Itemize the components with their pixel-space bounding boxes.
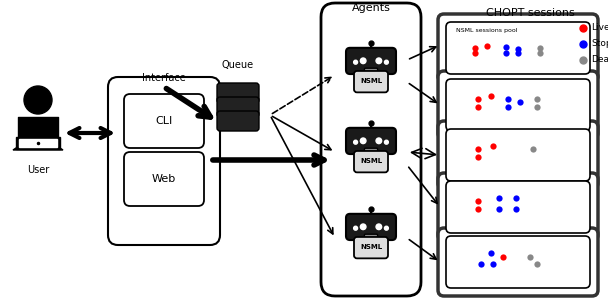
Text: Web: Web — [152, 174, 176, 184]
FancyBboxPatch shape — [217, 97, 259, 117]
FancyBboxPatch shape — [438, 71, 598, 139]
Polygon shape — [19, 139, 57, 147]
FancyBboxPatch shape — [124, 94, 204, 148]
Text: NSML: NSML — [360, 158, 382, 164]
Circle shape — [352, 139, 359, 146]
Circle shape — [383, 139, 390, 146]
Text: User: User — [27, 165, 49, 175]
FancyBboxPatch shape — [354, 71, 388, 92]
Text: Interface: Interface — [142, 73, 186, 83]
FancyBboxPatch shape — [364, 68, 378, 75]
FancyBboxPatch shape — [446, 181, 590, 233]
Text: NSML sessions pool: NSML sessions pool — [456, 28, 517, 33]
FancyBboxPatch shape — [217, 83, 259, 103]
FancyBboxPatch shape — [108, 77, 220, 245]
Text: Stop: Stop — [591, 40, 608, 49]
FancyBboxPatch shape — [364, 234, 378, 241]
Text: Live: Live — [591, 23, 608, 32]
Circle shape — [361, 224, 366, 230]
FancyBboxPatch shape — [446, 236, 590, 288]
FancyBboxPatch shape — [217, 111, 259, 131]
FancyBboxPatch shape — [446, 129, 590, 181]
FancyBboxPatch shape — [446, 79, 590, 131]
FancyBboxPatch shape — [438, 121, 598, 189]
FancyBboxPatch shape — [446, 22, 590, 74]
FancyBboxPatch shape — [346, 214, 396, 240]
FancyBboxPatch shape — [354, 151, 388, 172]
Text: NSML: NSML — [360, 78, 382, 84]
Circle shape — [352, 225, 359, 232]
Circle shape — [376, 58, 382, 64]
FancyBboxPatch shape — [346, 128, 396, 154]
Text: Dead: Dead — [591, 56, 608, 64]
Circle shape — [384, 60, 389, 64]
FancyBboxPatch shape — [438, 14, 598, 82]
Circle shape — [354, 226, 358, 230]
Circle shape — [24, 86, 52, 114]
FancyBboxPatch shape — [438, 173, 598, 241]
FancyBboxPatch shape — [438, 228, 598, 296]
Circle shape — [383, 59, 390, 66]
Polygon shape — [16, 137, 60, 149]
Circle shape — [384, 226, 389, 230]
Text: Queue: Queue — [222, 60, 254, 70]
FancyBboxPatch shape — [354, 237, 388, 258]
FancyBboxPatch shape — [346, 48, 396, 74]
Circle shape — [354, 60, 358, 64]
Text: CLI: CLI — [156, 116, 173, 126]
FancyBboxPatch shape — [364, 148, 378, 155]
Text: Agents: Agents — [351, 3, 390, 13]
FancyBboxPatch shape — [321, 3, 421, 296]
Circle shape — [376, 224, 382, 230]
Text: NSML: NSML — [360, 244, 382, 250]
Polygon shape — [13, 148, 63, 150]
Circle shape — [383, 225, 390, 232]
Circle shape — [361, 138, 366, 144]
Circle shape — [361, 58, 366, 64]
FancyBboxPatch shape — [124, 152, 204, 206]
Text: CHOPT sessions: CHOPT sessions — [486, 8, 575, 18]
Circle shape — [352, 59, 359, 66]
Circle shape — [354, 140, 358, 144]
Circle shape — [384, 140, 389, 144]
Circle shape — [376, 138, 382, 144]
